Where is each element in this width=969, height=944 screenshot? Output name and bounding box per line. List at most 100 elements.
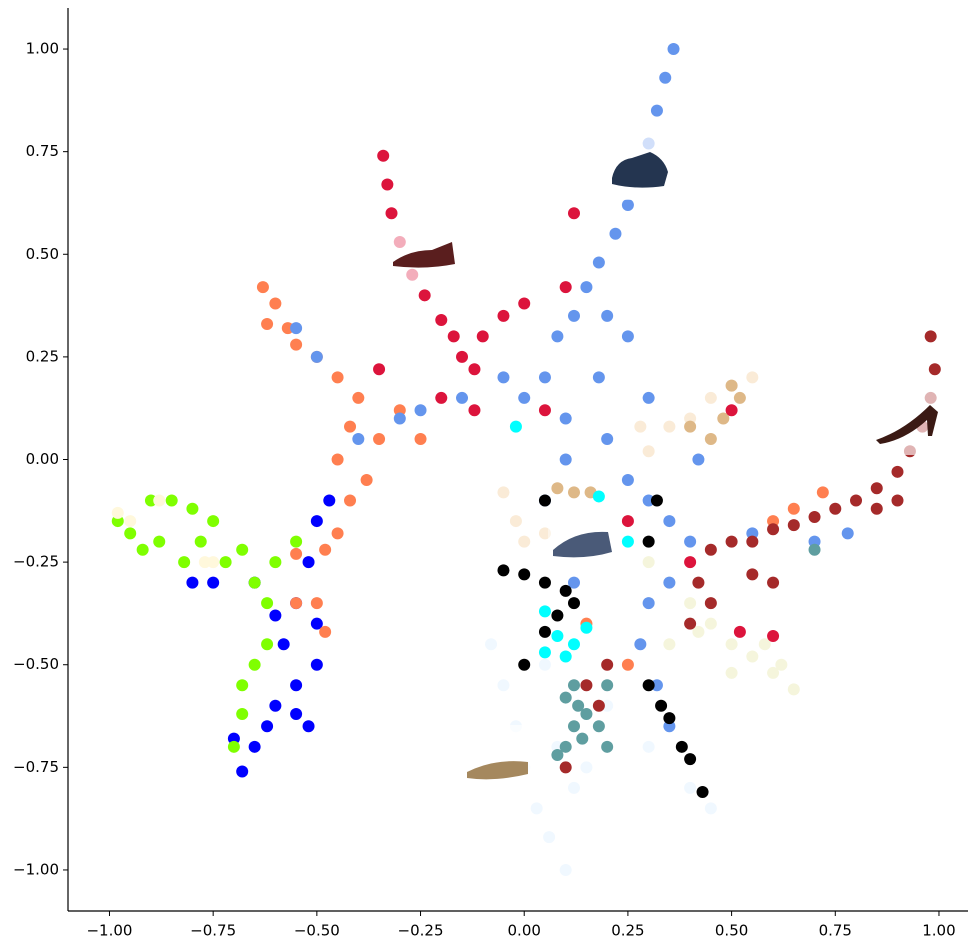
- point: [622, 515, 634, 527]
- point: [692, 577, 704, 589]
- point: [568, 310, 580, 322]
- x-tick-label: 0.25: [611, 922, 644, 940]
- point: [228, 741, 240, 753]
- x-tick-label: −0.25: [398, 922, 444, 940]
- point: [195, 536, 207, 548]
- y-tick-label: 0.00: [26, 450, 59, 468]
- point: [560, 454, 572, 466]
- point: [726, 404, 738, 416]
- point: [925, 330, 937, 342]
- point: [178, 556, 190, 568]
- point: [593, 490, 605, 502]
- point: [726, 667, 738, 679]
- point: [634, 421, 646, 433]
- point: [311, 515, 323, 527]
- point: [311, 597, 323, 609]
- point: [601, 659, 613, 671]
- point: [705, 433, 717, 445]
- point: [580, 679, 592, 691]
- point: [261, 318, 273, 330]
- point: [153, 495, 165, 507]
- point: [601, 310, 613, 322]
- point: [415, 433, 427, 445]
- point: [734, 626, 746, 638]
- point: [560, 864, 572, 876]
- point: [767, 630, 779, 642]
- point: [622, 536, 634, 548]
- point: [344, 421, 356, 433]
- point: [850, 495, 862, 507]
- point: [137, 544, 149, 556]
- point: [344, 495, 356, 507]
- point: [278, 638, 290, 650]
- point: [809, 544, 821, 556]
- point: [684, 618, 696, 630]
- chart: −1.00−0.75−0.50−0.250.000.250.500.751.00…: [0, 0, 969, 940]
- point: [518, 568, 530, 580]
- point: [568, 486, 580, 498]
- point: [497, 679, 509, 691]
- point: [124, 515, 136, 527]
- point: [746, 568, 758, 580]
- y-tick-label: 0.25: [26, 347, 59, 365]
- point: [609, 228, 621, 240]
- point: [352, 433, 364, 445]
- point: [290, 536, 302, 548]
- point: [576, 733, 588, 745]
- point: [568, 782, 580, 794]
- point: [373, 363, 385, 375]
- point: [659, 72, 671, 84]
- point: [684, 597, 696, 609]
- point: [684, 421, 696, 433]
- point: [788, 519, 800, 531]
- point: [580, 708, 592, 720]
- point: [871, 482, 883, 494]
- point: [456, 351, 468, 363]
- point: [186, 577, 198, 589]
- point: [580, 281, 592, 293]
- point: [332, 527, 344, 539]
- point: [622, 659, 634, 671]
- point: [249, 741, 261, 753]
- point: [560, 651, 572, 663]
- point: [220, 556, 232, 568]
- y-tick-label: 0.50: [26, 245, 59, 263]
- point: [290, 322, 302, 334]
- point: [332, 454, 344, 466]
- point: [643, 741, 655, 753]
- point: [601, 433, 613, 445]
- point: [361, 474, 373, 486]
- point: [261, 638, 273, 650]
- point: [386, 207, 398, 219]
- point: [518, 298, 530, 310]
- point: [643, 597, 655, 609]
- point: [166, 495, 178, 507]
- point: [651, 105, 663, 117]
- point: [510, 515, 522, 527]
- point: [601, 741, 613, 753]
- point: [448, 330, 460, 342]
- thumbnail-sandal: [548, 510, 615, 575]
- point: [580, 622, 592, 634]
- point: [775, 659, 787, 671]
- y-tick-label: −0.50: [13, 655, 59, 673]
- point: [543, 831, 555, 843]
- point: [539, 495, 551, 507]
- point: [319, 626, 331, 638]
- point: [580, 761, 592, 773]
- point: [788, 503, 800, 515]
- point: [377, 150, 389, 162]
- point: [560, 412, 572, 424]
- point: [767, 523, 779, 535]
- x-tick-label: −1.00: [86, 922, 132, 940]
- point: [651, 495, 663, 507]
- point: [249, 659, 261, 671]
- point: [788, 683, 800, 695]
- point: [568, 597, 580, 609]
- point: [303, 720, 315, 732]
- point: [705, 802, 717, 814]
- point: [684, 753, 696, 765]
- point: [842, 527, 854, 539]
- point: [236, 544, 248, 556]
- point: [634, 638, 646, 650]
